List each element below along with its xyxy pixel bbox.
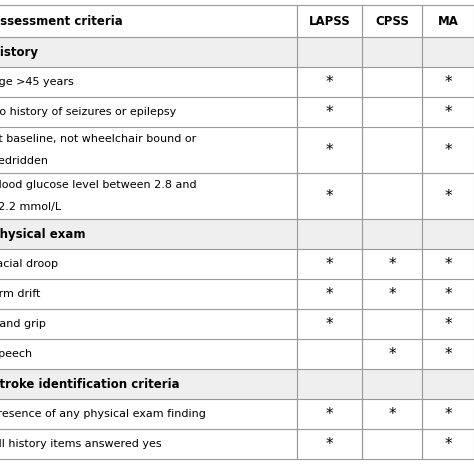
Text: *: * [444,189,452,203]
Bar [0,309,474,339]
Text: bedridden: bedridden [0,155,48,165]
Text: Physical exam: Physical exam [0,228,85,240]
Bar [0,127,474,173]
Bar [0,279,474,309]
Text: *: * [326,74,333,90]
Text: *: * [444,74,452,90]
Bar [0,399,474,429]
Text: *: * [326,437,333,452]
Text: *: * [444,104,452,119]
Text: Facial droop: Facial droop [0,259,58,269]
Text: Blood glucose level between 2.8 and: Blood glucose level between 2.8 and [0,181,197,191]
Text: *: * [444,437,452,452]
Bar [0,339,474,369]
Bar [0,67,474,97]
Text: *: * [326,189,333,203]
Text: *: * [388,256,396,272]
Text: *: * [444,143,452,157]
Text: History: History [0,46,39,58]
Bar [0,37,474,67]
Text: CPSS: CPSS [375,15,409,27]
Bar [0,249,474,279]
Text: 22.2 mmol/L: 22.2 mmol/L [0,201,61,211]
Text: At baseline, not wheelchair bound or: At baseline, not wheelchair bound or [0,135,196,145]
Text: LAPSS: LAPSS [309,15,350,27]
Text: Hand grip: Hand grip [0,319,46,329]
Text: *: * [326,286,333,301]
Text: Assessment criteria: Assessment criteria [0,15,123,27]
Text: Arm drift: Arm drift [0,289,40,299]
Text: *: * [388,407,396,421]
Text: Age >45 years: Age >45 years [0,77,74,87]
Text: *: * [326,256,333,272]
Bar [0,369,474,399]
Text: *: * [388,346,396,362]
Text: Stroke identification criteria: Stroke identification criteria [0,377,180,391]
Text: *: * [388,286,396,301]
Text: *: * [326,143,333,157]
Bar [0,173,474,219]
Text: *: * [326,104,333,119]
Text: *: * [444,346,452,362]
Text: All history items answered yes: All history items answered yes [0,439,162,449]
Bar [0,5,474,37]
Bar [0,219,474,249]
Text: Presence of any physical exam finding: Presence of any physical exam finding [0,409,206,419]
Text: *: * [326,317,333,331]
Text: No history of seizures or epilepsy: No history of seizures or epilepsy [0,107,176,117]
Bar [0,429,474,459]
Text: *: * [444,317,452,331]
Text: *: * [444,407,452,421]
Text: Speech: Speech [0,349,32,359]
Text: MA: MA [438,15,458,27]
Text: *: * [444,256,452,272]
Text: *: * [444,286,452,301]
Text: *: * [326,407,333,421]
Bar [0,97,474,127]
